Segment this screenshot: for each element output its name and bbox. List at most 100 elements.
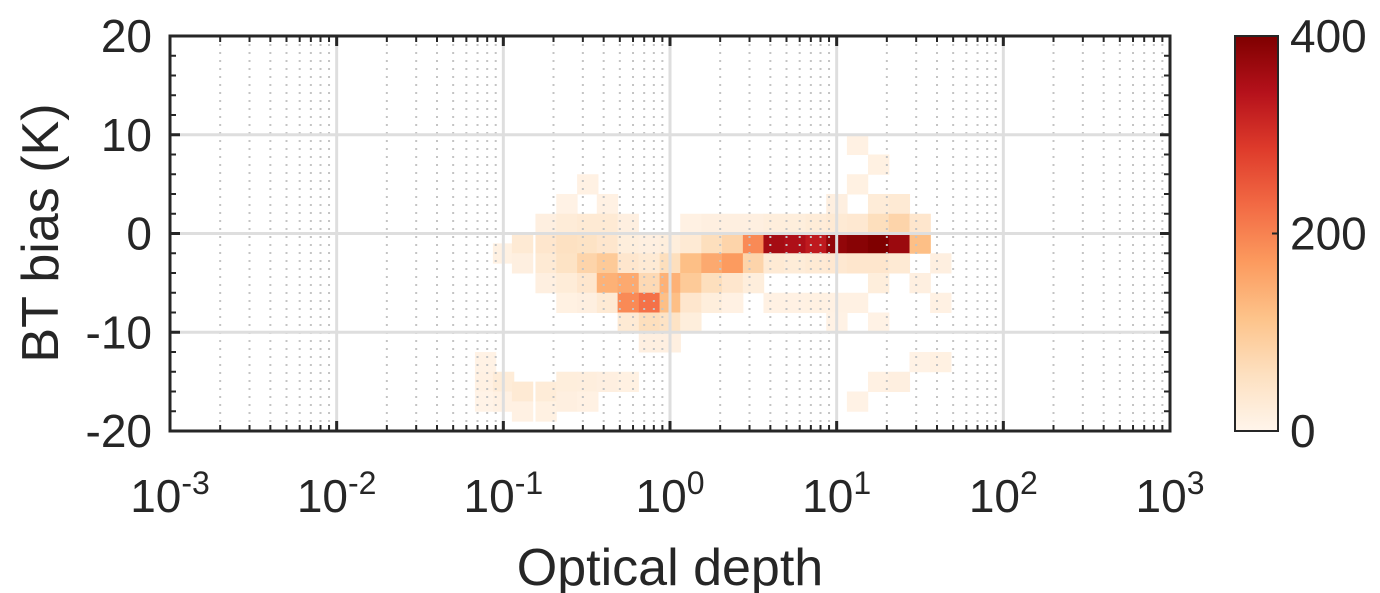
x-axis-title: Optical depth	[517, 539, 823, 593]
heatmap-cell	[846, 233, 869, 254]
heatmap-cell	[784, 253, 806, 274]
heatmap-cell	[556, 391, 578, 412]
x-tick-label: 103	[1136, 465, 1205, 522]
heatmap-cell	[722, 292, 744, 313]
heatmap-cell	[909, 213, 931, 234]
heatmap-cell	[680, 312, 702, 333]
heatmap-cell	[638, 312, 661, 333]
heatmap-cell	[577, 253, 599, 274]
heatmap-cells	[474, 134, 952, 422]
heatmap-cell	[888, 233, 911, 254]
heatmap-cell	[617, 312, 639, 333]
heatmap-cell	[867, 253, 890, 274]
heatmap-cell	[722, 273, 744, 294]
heatmap-cell	[474, 371, 497, 392]
heatmap-cell	[577, 233, 599, 254]
heatmap-cell	[596, 194, 619, 215]
y-axis-title: BT bias (K)	[12, 103, 70, 362]
y-tick-label: 0	[126, 208, 152, 260]
heatmap-cell	[930, 253, 952, 274]
heatmap-cell	[511, 401, 534, 422]
heatmap-cell	[763, 292, 785, 313]
plot-axes	[168, 34, 1172, 433]
heatmap-cell	[701, 213, 723, 234]
heatmap-cell	[722, 213, 744, 234]
heatmap-cell	[617, 273, 639, 294]
heatmap-cell	[867, 213, 890, 234]
heatmap-cell	[638, 253, 661, 274]
heatmap-cell	[888, 194, 911, 215]
heatmap-cell	[701, 292, 723, 313]
heatmap-cell	[638, 292, 661, 313]
heatmap-cell	[556, 233, 578, 254]
x-tick-label: 10-1	[464, 465, 544, 522]
heatmap-cell	[784, 213, 806, 234]
x-tick-label: 10-3	[130, 465, 210, 522]
heatmap-cell	[596, 233, 619, 254]
x-tick-label: 100	[636, 465, 705, 522]
heatmap-cell	[556, 194, 578, 215]
heatmap-cell	[596, 213, 619, 234]
y-tick-label: -10	[86, 306, 152, 358]
heatmap-cell	[722, 253, 744, 274]
heatmap-cell	[511, 253, 534, 274]
heatmap-cell	[474, 352, 497, 373]
heatmap-cell	[763, 233, 785, 254]
heatmap-cell	[577, 273, 599, 294]
heatmap-cell	[867, 312, 890, 333]
heatmap-cell	[930, 352, 952, 373]
heatmap-cell	[577, 213, 599, 234]
heatmap-cell	[596, 371, 619, 392]
heatmap-cell	[638, 233, 661, 254]
heatmap-cell	[846, 253, 869, 274]
heatmap-cell	[556, 213, 578, 234]
heatmap-cell	[617, 371, 639, 392]
heatmap-cell	[535, 213, 557, 234]
colorbar-gradient	[1234, 35, 1279, 432]
heatmap-cell	[805, 213, 827, 234]
heatmap-cell	[846, 134, 869, 155]
heatmap-cell	[701, 253, 723, 274]
heatmap-cell	[556, 273, 578, 294]
x-tick-label: 102	[969, 465, 1038, 522]
heatmap-cell	[577, 292, 599, 313]
heatmap-cell	[888, 253, 911, 274]
heatmap-cell	[596, 273, 619, 294]
heatmap-cell	[888, 213, 911, 234]
heatmap-cell	[888, 371, 911, 392]
heatmap-cell	[930, 292, 952, 313]
heatmap-cell	[577, 371, 599, 392]
y-tick-label: 20	[101, 10, 152, 62]
heatmap-cell	[474, 391, 497, 412]
colorbar-tick-label: 200	[1290, 208, 1367, 260]
heatmap-cell	[617, 213, 639, 234]
heatmap-cell	[722, 233, 744, 254]
heatmap-cell	[638, 332, 661, 353]
heatmap-cell	[617, 253, 639, 274]
heatmap-cell	[867, 233, 890, 254]
heatmap-cell	[763, 213, 785, 234]
heatmap-cell	[805, 253, 827, 274]
heatmap-cell	[535, 401, 557, 422]
heatmap-cell	[680, 292, 702, 313]
colorbar-tick-label: 0	[1290, 405, 1316, 457]
colorbar: 400 200 0	[1234, 10, 1367, 457]
heatmap-cell	[909, 273, 931, 294]
heatmap-cell	[784, 233, 806, 254]
heatmap-cell	[535, 233, 557, 254]
heatmap-cell	[577, 174, 599, 195]
heatmap-cell	[846, 213, 869, 234]
heatmap-cell	[680, 253, 702, 274]
heatmap-cell	[556, 253, 578, 274]
heatmap-cell	[680, 213, 702, 234]
heatmap-cell	[763, 253, 785, 274]
heatmap-cell	[742, 233, 765, 254]
heatmap-cell	[577, 391, 599, 412]
heatmap-cell	[535, 253, 557, 274]
heatmap-cell	[805, 292, 827, 313]
heatmap-cell	[638, 273, 661, 294]
heatmap-cell	[867, 154, 890, 175]
heatmap-cell	[846, 292, 869, 313]
